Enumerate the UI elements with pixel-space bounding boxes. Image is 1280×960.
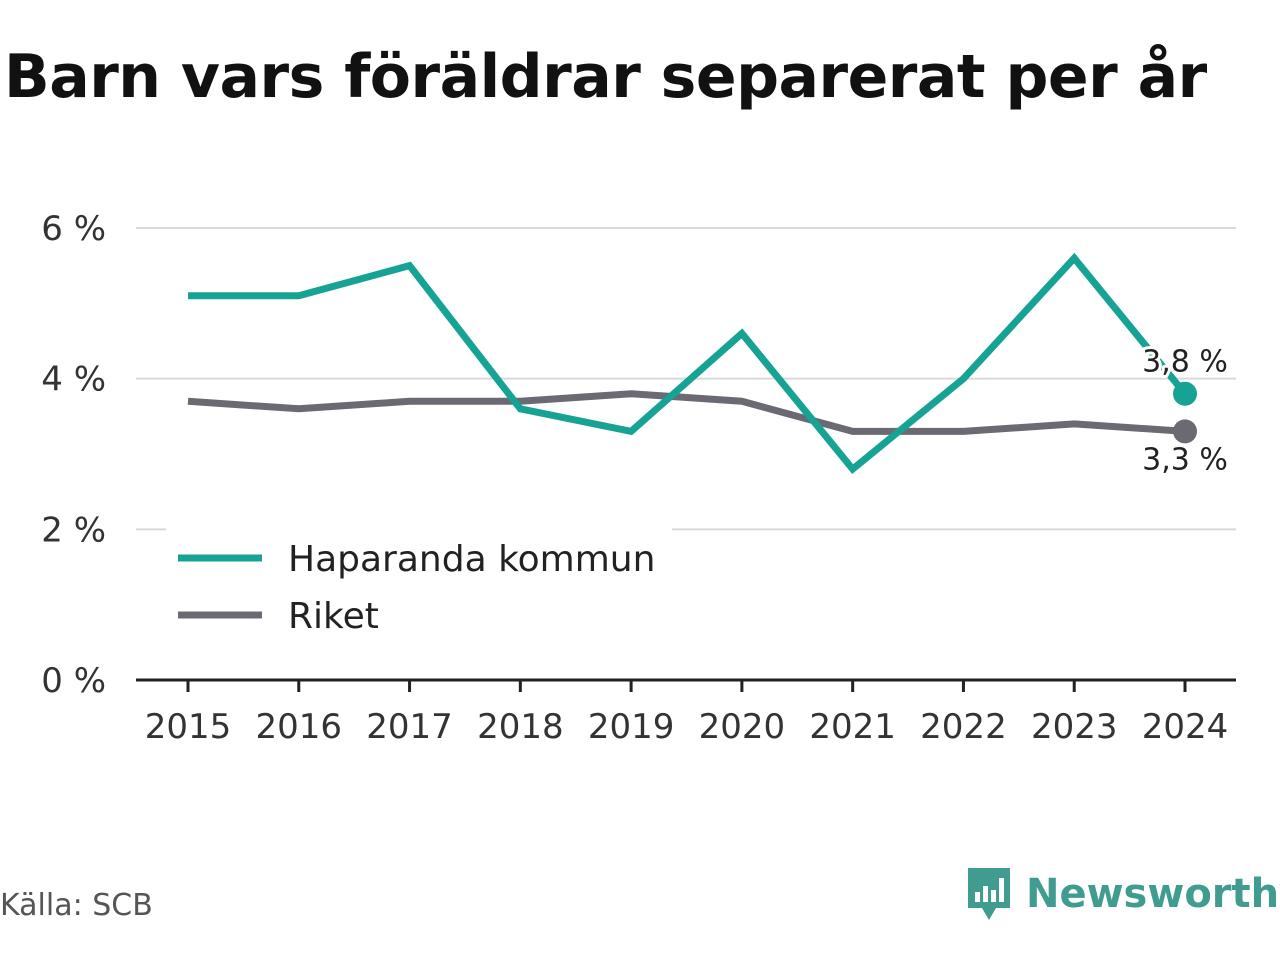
x-tick-label: 2016 <box>256 707 343 747</box>
x-tick-label: 2017 <box>366 707 453 747</box>
x-tick-label: 2022 <box>920 707 1007 747</box>
x-tick-label: 2024 <box>1142 707 1229 747</box>
x-tick-label: 2023 <box>1031 707 1118 747</box>
end-labels: 3,8 % 3,3 % <box>1139 342 1231 481</box>
source-note: Källa: SCB <box>0 888 153 923</box>
x-tick-label: 2018 <box>477 707 564 747</box>
y-tick-label: 2 % <box>41 510 106 550</box>
x-tick-label: 2020 <box>699 707 786 747</box>
brand-name: Newsworthy <box>1026 871 1280 917</box>
y-axis-ticks: 0 % 2 % 4 % 6 % <box>41 209 106 701</box>
y-tick-label: 0 % <box>41 661 106 701</box>
chart-title: Barn vars föräldrar separerat per år <box>4 42 1207 112</box>
x-tick-label: 2021 <box>809 707 896 747</box>
newsworthy-logo-icon <box>968 868 1010 920</box>
x-axis: 2015 2016 2017 2018 2019 2020 2021 2022 2023 2024 <box>136 678 1236 747</box>
x-tick-label: 2019 <box>588 707 675 747</box>
legend-background <box>166 528 672 648</box>
end-point-riket <box>1173 419 1197 444</box>
end-point-haparanda <box>1173 381 1197 406</box>
legend-label-riket: Riket <box>288 596 379 637</box>
legend-label-haparanda: Haparanda kommun <box>288 539 655 580</box>
y-tick-label: 4 % <box>41 360 106 400</box>
x-tick-label: 2015 <box>145 707 232 747</box>
legend: Haparanda kommun Riket <box>166 528 672 648</box>
series-line-haparanda <box>188 252 1188 474</box>
series-line-riket <box>187 390 1186 435</box>
end-label-haparanda: 3,8 % <box>1142 345 1228 380</box>
y-tick-label: 6 % <box>41 209 106 249</box>
series <box>187 252 1188 474</box>
end-label-riket: 3,3 % <box>1142 442 1228 477</box>
brand: Newsworthy <box>964 864 1280 924</box>
